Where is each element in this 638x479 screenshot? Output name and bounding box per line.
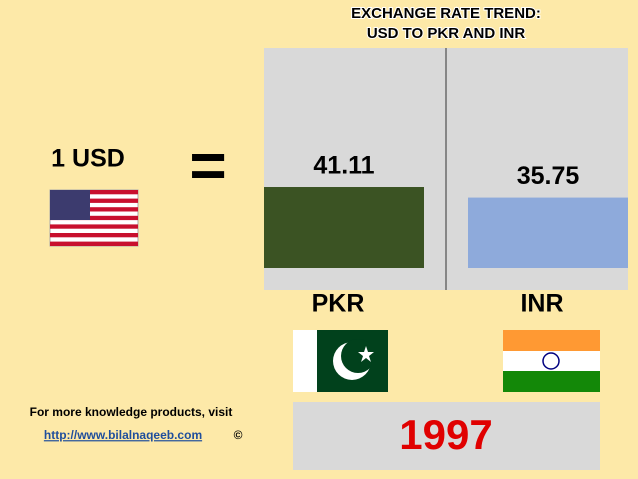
value-label: 35.75	[517, 162, 580, 190]
usd-label: 1 USD	[51, 145, 125, 173]
bar	[264, 187, 424, 268]
year-box	[293, 402, 600, 470]
us-flag	[49, 189, 139, 247]
footer-link[interactable]: http://www.bilalnaqeeb.com	[44, 428, 202, 442]
copyright: ©	[234, 428, 243, 442]
year: 1997	[399, 411, 492, 458]
equals-sign: =	[189, 129, 226, 201]
chart-subtitle: USD TO PKR AND INR	[367, 25, 526, 42]
category-label: INR	[520, 290, 563, 318]
pakistan-flag	[293, 330, 388, 392]
category-label: PKR	[312, 290, 365, 318]
bar	[468, 197, 628, 268]
footer-text: For more knowledge products, visit	[30, 405, 233, 419]
value-label: 41.11	[313, 152, 374, 180]
india-flag	[503, 330, 600, 392]
chart-title: EXCHANGE RATE TREND:	[351, 5, 541, 22]
